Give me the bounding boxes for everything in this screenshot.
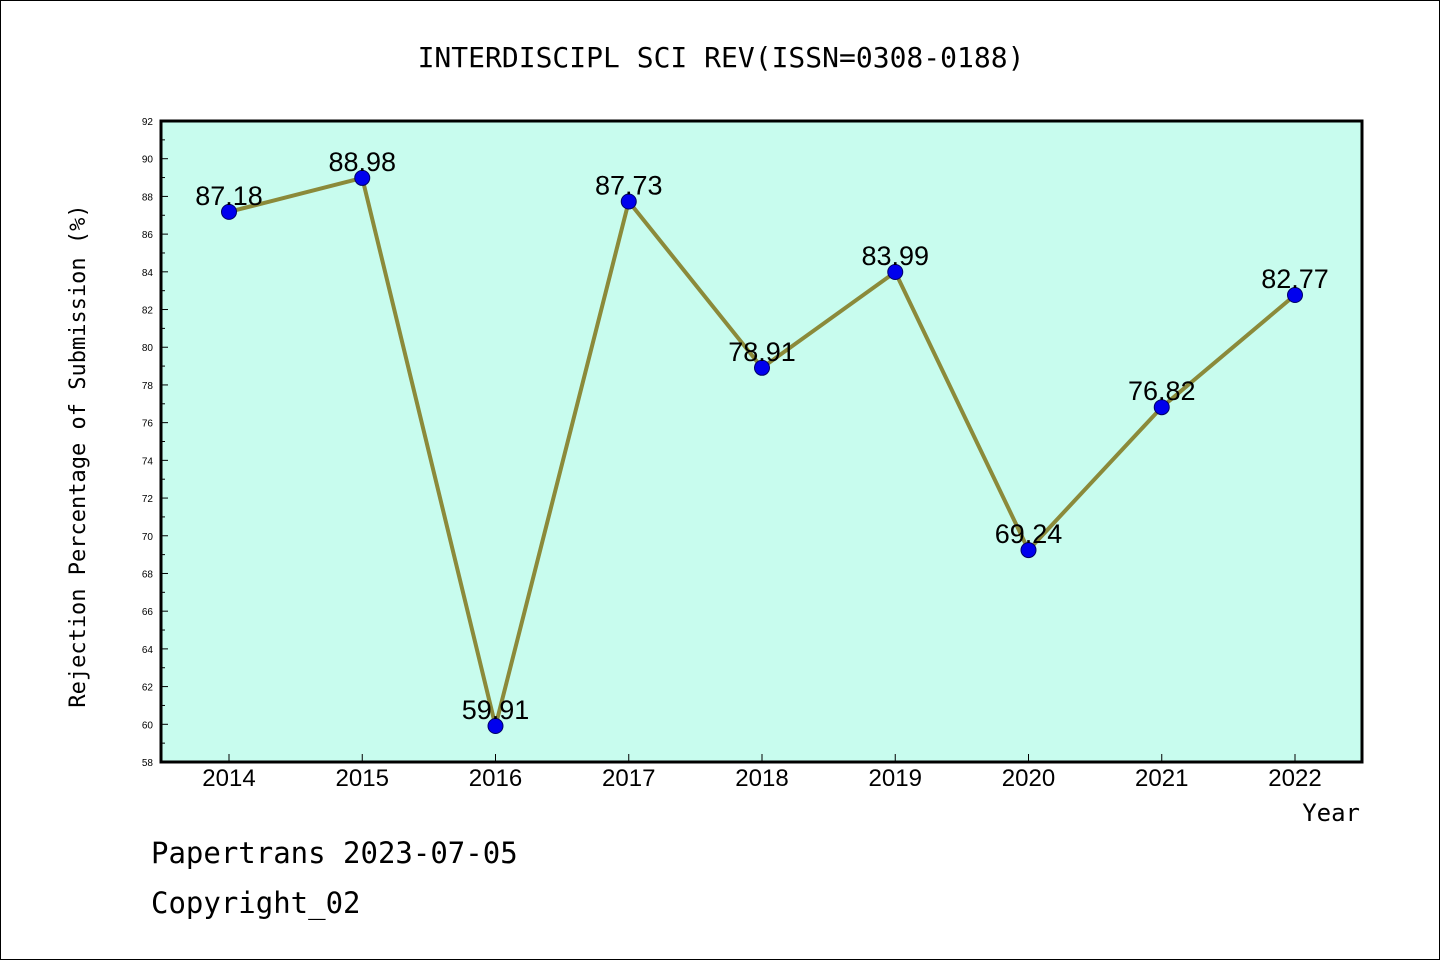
x-axis-label: Year [1302, 799, 1360, 827]
x-axis: 2014 2015 2016 2017 2018 2019 2020 2021 2022 [202, 754, 1322, 792]
y-tick-label: 68 [142, 569, 154, 580]
data-label: 82.77 [1261, 264, 1329, 294]
x-tick-label: 2014 [202, 765, 255, 792]
data-point [487, 717, 504, 734]
data-point [1020, 542, 1037, 559]
y-tick-label: 62 [142, 683, 154, 694]
y-tick-label: 90 [142, 155, 154, 166]
y-tick-label: 72 [142, 494, 154, 505]
chart-title: INTERDISCIPL SCI REV(ISSN=0308-0188) [418, 41, 1025, 74]
data-label: 87.18 [195, 181, 263, 211]
footer-copyright: Copyright_02 [151, 886, 361, 920]
y-tick-label: 66 [142, 607, 154, 618]
data-point [354, 169, 371, 186]
y-tick-label: 84 [142, 268, 154, 279]
x-tick-label: 2015 [336, 765, 389, 792]
data-label: 88.98 [328, 147, 396, 177]
y-tick-label: 78 [142, 381, 154, 392]
x-tick-label: 2019 [869, 765, 922, 792]
data-labels: 87.18 88.98 59.91 87.73 78.91 83.99 69.24 76.82… [195, 147, 1329, 725]
series-line-group [221, 169, 1303, 734]
y-tick-label: 80 [142, 343, 154, 354]
x-tick-label: 2018 [735, 765, 788, 792]
data-point [221, 203, 237, 220]
y-tick-label: 92 [142, 117, 154, 128]
plot-area [159, 119, 1364, 764]
data-label: 59.91 [462, 695, 530, 725]
y-tick-label: 74 [142, 456, 154, 467]
x-tick-label: 2016 [469, 765, 522, 792]
y-tick-label: 82 [142, 306, 154, 317]
x-tick-label: 2021 [1135, 765, 1188, 792]
data-point [620, 193, 637, 210]
data-label: 78.91 [728, 337, 796, 367]
y-tick-label: 60 [142, 720, 154, 731]
x-tick-label: 2022 [1268, 765, 1321, 792]
data-point [887, 264, 904, 281]
y-tick-label: 88 [142, 192, 154, 203]
data-label: 83.99 [861, 241, 929, 271]
data-label: 69.24 [995, 519, 1063, 549]
data-point [1287, 287, 1303, 304]
data-point [754, 359, 770, 376]
footer-source: Papertrans 2023-07-05 [151, 836, 518, 870]
y-tick-label: 58 [142, 758, 154, 769]
y-axis: 58 60 62 64 66 68 70 72 74 76 78 80 82 84 86 88 90 92 [142, 117, 168, 769]
data-label: 76.82 [1128, 376, 1196, 406]
y-tick-label: 76 [142, 419, 154, 430]
x-tick-label: 2017 [602, 765, 655, 792]
data-point [1153, 399, 1170, 416]
y-axis-label: Rejection Percentage of Submission (%) [66, 204, 91, 707]
y-tick-label: 86 [142, 230, 154, 241]
data-label: 87.73 [595, 171, 663, 201]
y-tick-label: 64 [142, 645, 154, 656]
x-tick-label: 2020 [1002, 765, 1055, 792]
y-tick-label: 70 [142, 532, 154, 543]
